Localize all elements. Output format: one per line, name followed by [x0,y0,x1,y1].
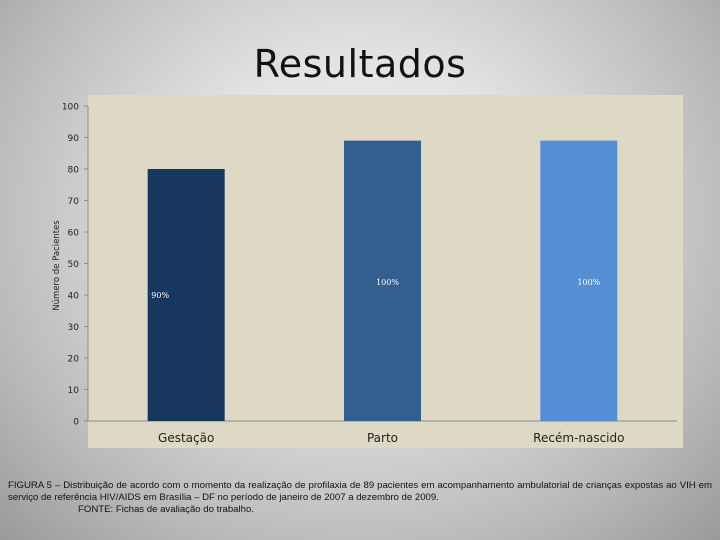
y-tick-label: 10 [68,386,80,396]
bar-data-label: 100% [376,278,399,287]
bar-data-label: 100% [577,278,600,287]
y-tick-label: 20 [68,355,80,365]
x-category-label: Recém-nascido [533,431,624,445]
caption-text: FIGURA 5 – Distribuição de acordo com o … [8,480,712,503]
bar-1 [344,140,421,421]
bar-data-label: 90% [151,291,169,300]
y-tick-label: 50 [68,260,80,270]
bar-0 [147,169,225,421]
y-tick-label: 100 [62,103,79,113]
y-axis-title: Número de Pacientes [52,220,62,311]
y-tick-label: 70 [68,197,80,207]
y-tick-label: 80 [68,166,80,176]
slide-title: Resultados [253,42,467,86]
y-tick-label: 60 [68,229,80,239]
figure-caption: FIGURA 5 – Distribuição de acordo com o … [8,480,712,516]
y-tick-label: 30 [68,323,80,333]
y-tick-label: 90 [68,134,80,144]
caption-source: FONTE: Fichas de avaliação do trabalho. [78,504,254,515]
x-category-label: Parto [367,431,398,445]
y-tick-label: 40 [68,292,80,302]
y-tick-label: 0 [73,418,79,428]
x-category-label: Gestação [158,431,214,445]
bar-2 [540,140,618,421]
